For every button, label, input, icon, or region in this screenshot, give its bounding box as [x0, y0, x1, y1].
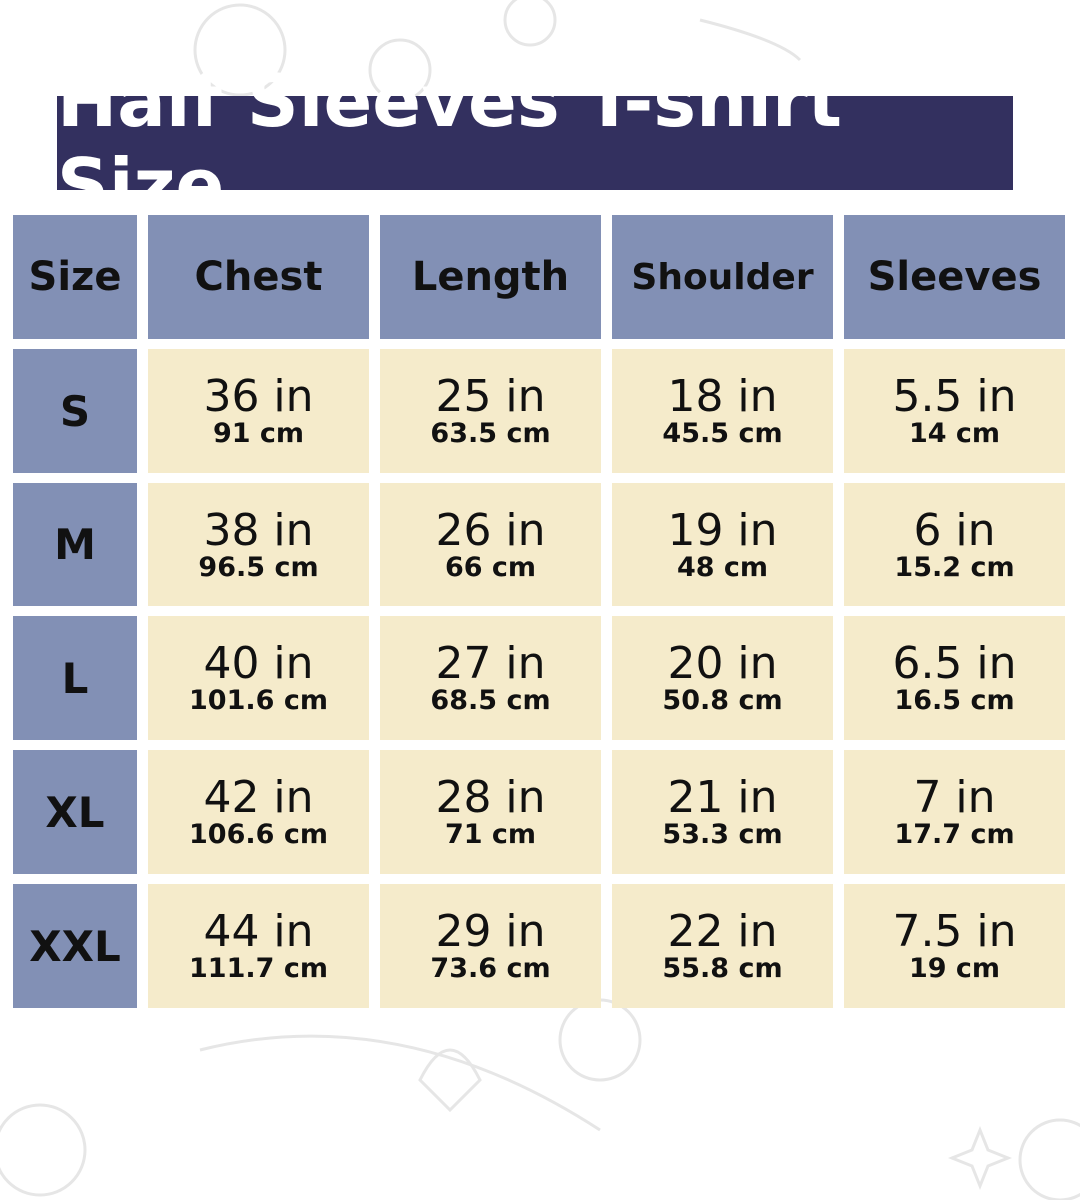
measurement-cell: 28 in 71 cm [380, 750, 601, 874]
inches-value: 6.5 in [892, 638, 1017, 689]
cm-value: 55.8 cm [662, 953, 783, 984]
size-chart-table: Size Chest Length Shoulder Sleeves S 36 in 91 c… [13, 215, 1065, 1008]
column-header-sleeves: Sleeves [844, 215, 1065, 339]
column-header-shoulder: Shoulder [612, 215, 833, 339]
cm-value: 96.5 cm [198, 551, 319, 583]
inches-value: 21 in [667, 772, 778, 823]
measurement-cell: 36 in 91 cm [148, 349, 369, 473]
inches-value: 36 in [203, 371, 314, 422]
column-header-length: Length [380, 215, 601, 339]
inches-value: 22 in [667, 906, 778, 957]
page-title: Half Sleeves T-shirt Size [57, 59, 1013, 227]
column-header-chest: Chest [148, 215, 369, 339]
cm-value: 101.6 cm [189, 685, 328, 716]
inches-value: 40 in [203, 638, 314, 689]
cm-value: 19 cm [908, 953, 1001, 984]
measurement-cell: 40 in 101.6 cm [148, 616, 369, 740]
cm-value: 68.5 cm [430, 685, 551, 716]
measurement-cell: 29 in 73.6 cm [380, 884, 601, 1008]
inches-value: 25 in [435, 371, 546, 422]
measurement-cell: 27 in 68.5 cm [380, 616, 601, 740]
cm-value: 17.7 cm [894, 819, 1015, 850]
inches-value: 26 in [435, 504, 546, 556]
cm-value: 106.6 cm [189, 819, 328, 850]
size-label: S [13, 349, 137, 473]
cm-value: 73.6 cm [430, 953, 551, 984]
inches-value: 5.5 in [892, 371, 1017, 422]
measurement-cell: 6 in 15.2 cm [844, 483, 1065, 606]
size-label: L [13, 616, 137, 740]
measurement-cell: 6.5 in 16.5 cm [844, 616, 1065, 740]
cm-value: 16.5 cm [894, 685, 1015, 716]
cm-value: 91 cm [212, 418, 305, 449]
measurement-cell: 7.5 in 19 cm [844, 884, 1065, 1008]
inches-value: 7.5 in [892, 906, 1017, 957]
measurement-cell: 26 in 66 cm [380, 483, 601, 606]
size-label: XXL [13, 884, 137, 1008]
cm-value: 45.5 cm [662, 418, 783, 449]
cm-value: 48 cm [676, 551, 769, 583]
measurement-cell: 22 in 55.8 cm [612, 884, 833, 1008]
cm-value: 63.5 cm [430, 418, 551, 449]
size-label: XL [13, 750, 137, 874]
measurement-cell: 7 in 17.7 cm [844, 750, 1065, 874]
inches-value: 20 in [667, 638, 778, 689]
measurement-cell: 38 in 96.5 cm [148, 483, 369, 606]
inches-value: 29 in [435, 906, 546, 957]
inches-value: 42 in [203, 772, 314, 823]
inches-value: 28 in [435, 772, 546, 823]
measurement-cell: 5.5 in 14 cm [844, 349, 1065, 473]
cm-value: 15.2 cm [894, 551, 1015, 583]
cm-value: 71 cm [444, 819, 537, 850]
measurement-cell: 42 in 106.6 cm [148, 750, 369, 874]
inches-value: 18 in [667, 371, 778, 422]
inches-value: 44 in [203, 906, 314, 957]
inches-value: 38 in [203, 504, 314, 556]
measurement-cell: 25 in 63.5 cm [380, 349, 601, 473]
measurement-cell: 18 in 45.5 cm [612, 349, 833, 473]
measurement-cell: 21 in 53.3 cm [612, 750, 833, 874]
measurement-cell: 44 in 111.7 cm [148, 884, 369, 1008]
measurement-cell: 19 in 48 cm [612, 483, 833, 606]
cm-value: 14 cm [908, 418, 1001, 449]
measurement-cell: 20 in 50.8 cm [612, 616, 833, 740]
cm-value: 50.8 cm [662, 685, 783, 716]
inches-value: 7 in [913, 772, 996, 823]
cm-value: 111.7 cm [189, 953, 328, 984]
inches-value: 27 in [435, 638, 546, 689]
cm-value: 66 cm [444, 551, 537, 583]
inches-value: 19 in [667, 504, 778, 556]
cm-value: 53.3 cm [662, 819, 783, 850]
inches-value: 6 in [913, 504, 996, 556]
size-label: M [13, 483, 137, 606]
column-header-size: Size [13, 215, 137, 339]
